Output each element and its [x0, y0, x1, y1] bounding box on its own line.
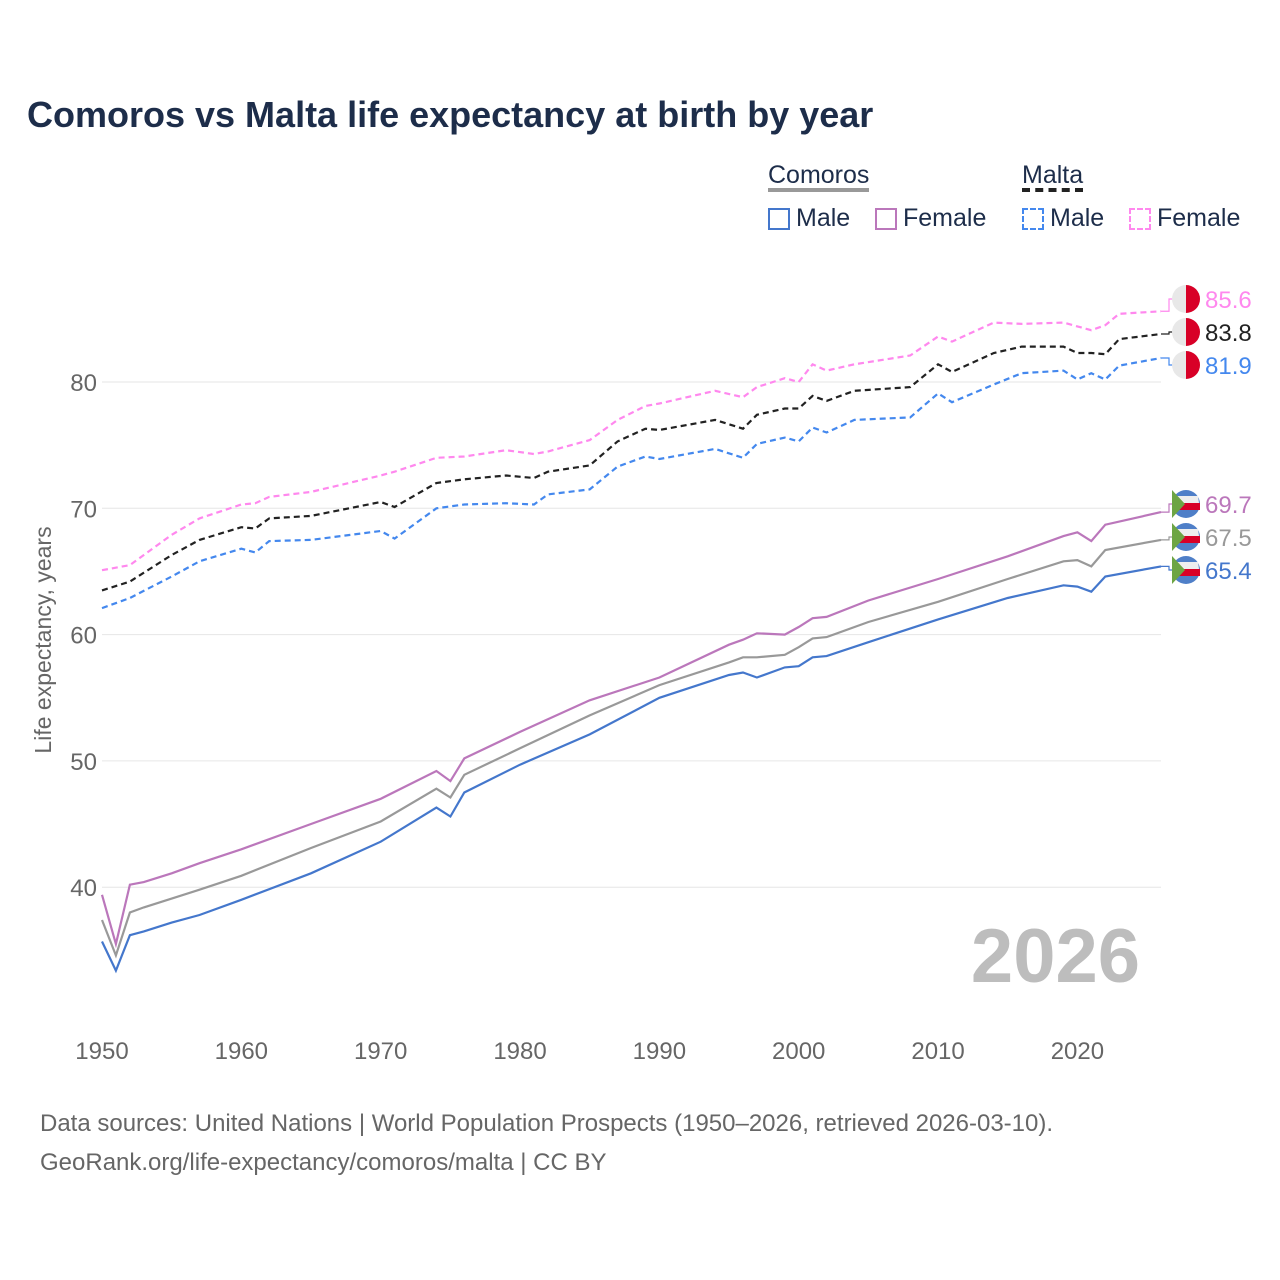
- end-value-label: 85.6: [1205, 287, 1252, 314]
- y-tick-label: 80: [70, 370, 97, 397]
- y-axis-label: Life expectancy, years: [30, 526, 56, 753]
- end-value-label: 65.4: [1205, 558, 1252, 585]
- x-tick-label: 1960: [215, 1038, 268, 1065]
- x-tick-label: 2020: [1051, 1038, 1104, 1065]
- end-value-label: 81.9: [1205, 353, 1252, 380]
- x-tick-label: 1950: [75, 1038, 128, 1065]
- y-tick-label: 60: [70, 623, 97, 650]
- legend-label: Female: [903, 204, 987, 232]
- end-value-label: 69.7: [1205, 492, 1252, 519]
- x-tick-label: 1980: [493, 1038, 546, 1065]
- legend-malta-female: Female: [1129, 204, 1240, 233]
- series-line-comoros-female: [100, 511, 1162, 949]
- malta-flag-red-half: [1186, 285, 1200, 313]
- legend-swatch: [1129, 207, 1151, 230]
- legend-label: Female: [1157, 204, 1241, 232]
- legend-comoros-female: Female: [875, 204, 986, 233]
- footer: Data sources: United Nations | World Pop…: [40, 1104, 1053, 1182]
- legend-label: Male: [1050, 204, 1105, 232]
- legend-swatch: [1022, 207, 1044, 230]
- chart-title: Comoros vs Malta life expectancy at birt…: [27, 94, 874, 135]
- x-tick-label: 1970: [354, 1038, 407, 1065]
- y-tick-label: 40: [70, 875, 97, 902]
- series-line-comoros: [100, 538, 1162, 959]
- comoros-flag-green-triangle: [1172, 523, 1185, 551]
- legend-swatch: [875, 207, 897, 230]
- comoros-flag-green-triangle: [1172, 556, 1185, 584]
- footer-sources: Data sources: United Nations | World Pop…: [40, 1110, 1054, 1137]
- series-line-comoros-male: [101, 565, 1162, 974]
- x-tick-label: 1990: [633, 1038, 686, 1065]
- legend-malta-male: Male: [1022, 204, 1104, 233]
- series-line-malta: [101, 332, 1162, 592]
- series-line-malta-female: [101, 310, 1162, 572]
- legend-comoros-male: Male: [768, 204, 850, 233]
- comoros-flag-green-triangle: [1172, 490, 1185, 518]
- x-tick-label: 2000: [772, 1038, 825, 1065]
- y-tick-label: 70: [70, 496, 97, 523]
- malta-flag-red-half: [1186, 351, 1200, 379]
- legend-group-comoros: Comoros: [768, 162, 870, 192]
- legend-label: Male: [796, 204, 851, 232]
- end-value-label: 67.5: [1205, 525, 1252, 552]
- footer-link[interactable]: GeoRank.org/life-expectancy/comoros/malt…: [40, 1149, 607, 1176]
- year-watermark: 2026: [971, 914, 1140, 999]
- x-tick-label: 2010: [911, 1038, 964, 1065]
- legend-swatch: [768, 207, 790, 230]
- legend-group-malta: Malta: [1022, 162, 1084, 192]
- y-tick-label: 50: [70, 749, 97, 776]
- series-line-malta-male: [101, 356, 1162, 610]
- end-value-label: 83.8: [1205, 320, 1252, 347]
- malta-flag-red-half: [1186, 318, 1200, 346]
